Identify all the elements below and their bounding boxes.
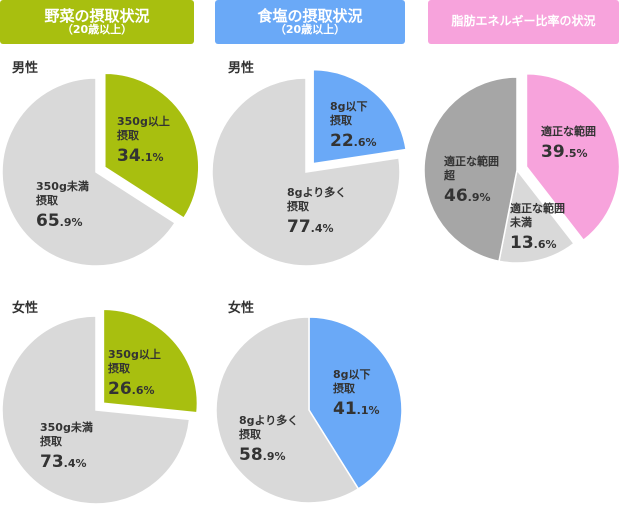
slice-value: 13.6%: [510, 233, 557, 253]
slice-value-integer: 39: [541, 142, 565, 162]
slice-label-line: 摂取: [333, 381, 355, 395]
pie-title: 女性: [12, 300, 38, 316]
slice-value: 73.4%: [40, 452, 87, 472]
slice-label: 適正な範囲: [541, 124, 596, 138]
slice-label-line: 適正な範囲: [510, 201, 565, 215]
slice-value: 26.6%: [108, 379, 155, 399]
slice-label-line: 350g未満: [36, 179, 89, 193]
pie-slice: [423, 76, 518, 263]
pie-slice: [211, 77, 401, 267]
slice-label: 適正な範囲超: [443, 154, 499, 182]
slice-label: 350g未満摂取: [40, 420, 93, 448]
pie-slice: [1, 77, 177, 267]
slice-value-integer: 34: [117, 146, 141, 166]
slice-value-decimal: .9%: [60, 216, 83, 229]
slice-label: 350g未満摂取: [36, 179, 89, 207]
slice-label-line: 350g以上: [117, 114, 170, 128]
slice-value-decimal: .4%: [64, 457, 87, 470]
slice-value-decimal: .1%: [141, 151, 164, 164]
slice-label-line: 未満: [509, 215, 532, 229]
vegetable-header-subtitle: （20歳以上）: [61, 23, 133, 37]
slice-value: 58.9%: [239, 445, 286, 465]
slice-value-decimal: .6%: [132, 384, 155, 397]
fat-header-title: 脂肪エネルギー比率の状況: [451, 14, 596, 29]
slice-value-integer: 58: [239, 445, 263, 465]
slice-value-integer: 73: [40, 452, 64, 472]
slice-label: 8g以下摂取: [330, 100, 368, 127]
slice-value: 39.5%: [541, 142, 588, 162]
pie-slice: [104, 72, 200, 220]
pie-title: 男性: [12, 60, 38, 76]
pie-slice: [102, 308, 199, 414]
slice-value-decimal: .5%: [565, 147, 588, 160]
pie-slice: [498, 168, 576, 264]
slice-label: 350g以上摂取: [108, 347, 161, 375]
slice-value-integer: 77: [287, 217, 311, 237]
slice-value-decimal: .9%: [263, 450, 286, 463]
pie-title: 男性: [228, 60, 254, 76]
slice-label-line: 8g以下: [330, 100, 368, 113]
slice-label: 8gより多く摂取: [287, 185, 346, 213]
vegetable-header-title: 野菜の摂取状況: [44, 6, 150, 25]
slice-value-integer: 13: [510, 233, 534, 253]
slice-value-integer: 22: [330, 131, 354, 151]
slice-label-line: 摂取: [117, 128, 139, 142]
slice-label: 適正な範囲未満: [509, 201, 565, 229]
vegetable-header: 野菜の摂取状況 （20歳以上）: [0, 0, 194, 44]
slice-value: 65.9%: [36, 211, 83, 231]
slice-label-line: 適正な範囲: [444, 154, 499, 168]
pie-slice: [525, 73, 619, 242]
slice-label-line: 摂取: [36, 193, 58, 207]
slice-value-integer: 46: [444, 186, 468, 206]
slice-label-line: 350g未満: [40, 420, 93, 434]
slice-label-line: 摂取: [108, 361, 130, 375]
pie-slice: [1, 315, 191, 505]
slice-value-decimal: .9%: [468, 191, 491, 204]
slice-value: 77.4%: [287, 217, 334, 237]
slice-label-line: 摂取: [330, 113, 352, 127]
fat-header: 脂肪エネルギー比率の状況: [428, 0, 619, 44]
salt-header-title: 食塩の摂取状況: [257, 6, 363, 25]
slice-value-decimal: .6%: [354, 136, 377, 149]
slice-value-integer: 26: [108, 379, 132, 399]
slice-value-integer: 65: [36, 211, 60, 231]
pie-slice: [215, 316, 360, 504]
slice-label-line: 摂取: [40, 434, 62, 448]
slice-label-line: 適正な範囲: [541, 124, 596, 138]
salt-header: 食塩の摂取状況 （20歳以上）: [215, 0, 405, 44]
slice-label: 350g以上摂取: [117, 114, 170, 142]
pie-title: 女性: [228, 300, 254, 316]
slice-value-decimal: .6%: [534, 238, 557, 251]
slice-value: 41.1%: [333, 399, 380, 419]
slice-label: 8g以下摂取: [333, 368, 371, 395]
slice-label-line: 8gより多く: [287, 185, 346, 199]
slice-value-decimal: .4%: [311, 222, 334, 235]
salt-header-subtitle: （20歳以上）: [274, 23, 346, 37]
slice-label-line: 350g以上: [108, 347, 161, 361]
slice-value: 34.1%: [117, 146, 164, 166]
slice-value: 22.6%: [330, 131, 377, 151]
pie-slice: [312, 68, 407, 165]
slice-label: 8gより多く摂取: [239, 413, 298, 441]
slice-label-line: 8g以下: [333, 368, 371, 381]
slice-value: 46.9%: [444, 186, 491, 206]
slice-label-line: 超: [443, 168, 456, 182]
slice-label-line: 摂取: [287, 199, 309, 213]
slice-label-line: 8gより多く: [239, 413, 298, 427]
slice-value-decimal: .1%: [357, 404, 380, 417]
slice-label-line: 摂取: [239, 427, 261, 441]
slice-value-integer: 41: [333, 399, 357, 419]
